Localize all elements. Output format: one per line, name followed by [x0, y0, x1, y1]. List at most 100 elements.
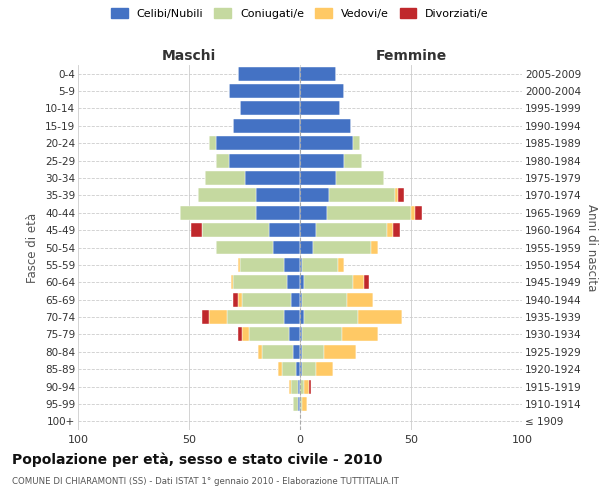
Bar [233, 276, 287, 289]
Bar [326, 206, 411, 220]
Bar [300, 362, 302, 376]
Bar [300, 154, 344, 168]
Bar [202, 310, 209, 324]
Bar [316, 362, 334, 376]
Bar [231, 276, 233, 289]
Text: Popolazione per età, sesso e stato civile - 2010: Popolazione per età, sesso e stato civil… [12, 452, 382, 467]
Bar [300, 119, 351, 133]
Bar [202, 223, 269, 237]
Bar [262, 345, 293, 358]
Bar [313, 240, 371, 254]
Bar [304, 380, 309, 394]
Bar [258, 345, 262, 358]
Bar [205, 171, 245, 185]
Bar [229, 154, 300, 168]
Bar [229, 84, 300, 98]
Bar [411, 206, 415, 220]
Bar [191, 223, 202, 237]
Bar [300, 292, 302, 306]
Bar [386, 223, 393, 237]
Bar [302, 345, 325, 358]
Bar [300, 276, 304, 289]
Bar [353, 276, 364, 289]
Bar [209, 136, 215, 150]
Bar [309, 380, 311, 394]
Bar [342, 328, 378, 342]
Bar [358, 310, 402, 324]
Bar [338, 258, 344, 272]
Bar [300, 258, 302, 272]
Bar [256, 188, 300, 202]
Bar [238, 258, 240, 272]
Bar [398, 188, 404, 202]
Bar [304, 276, 353, 289]
Bar [300, 84, 344, 98]
Bar [300, 380, 304, 394]
Bar [249, 328, 289, 342]
Bar [300, 206, 326, 220]
Bar [364, 276, 369, 289]
Bar [302, 292, 347, 306]
Bar [353, 136, 360, 150]
Bar [300, 188, 329, 202]
Bar [240, 102, 300, 116]
Bar [302, 328, 342, 342]
Bar [233, 119, 300, 133]
Bar [233, 292, 238, 306]
Bar [289, 328, 300, 342]
Bar [238, 328, 242, 342]
Bar [347, 292, 373, 306]
Bar [304, 310, 358, 324]
Bar [215, 240, 274, 254]
Bar [298, 397, 300, 411]
Bar [293, 345, 300, 358]
Bar [269, 223, 300, 237]
Bar [284, 310, 300, 324]
Bar [245, 171, 300, 185]
Bar [329, 188, 395, 202]
Text: Femmine: Femmine [376, 50, 446, 64]
Bar [335, 171, 385, 185]
Bar [344, 154, 362, 168]
Bar [300, 310, 304, 324]
Bar [316, 223, 386, 237]
Y-axis label: Fasce di età: Fasce di età [26, 212, 40, 282]
Bar [300, 345, 302, 358]
Bar [238, 292, 242, 306]
Bar [300, 136, 353, 150]
Bar [256, 206, 300, 220]
Bar [300, 102, 340, 116]
Bar [395, 188, 398, 202]
Bar [278, 362, 282, 376]
Bar [180, 206, 256, 220]
Bar [300, 66, 335, 80]
Bar [298, 380, 300, 394]
Bar [415, 206, 422, 220]
Bar [300, 240, 313, 254]
Bar [240, 258, 284, 272]
Text: Maschi: Maschi [162, 50, 216, 64]
Bar [242, 292, 291, 306]
Bar [215, 154, 229, 168]
Bar [302, 362, 316, 376]
Bar [238, 66, 300, 80]
Bar [215, 136, 300, 150]
Bar [393, 223, 400, 237]
Bar [284, 258, 300, 272]
Bar [242, 328, 249, 342]
Bar [325, 345, 356, 358]
Bar [300, 171, 335, 185]
Bar [282, 362, 296, 376]
Bar [300, 397, 302, 411]
Legend: Celibi/Nubili, Coniugati/e, Vedovi/e, Divorziati/e: Celibi/Nubili, Coniugati/e, Vedovi/e, Di… [111, 8, 489, 19]
Text: COMUNE DI CHIARAMONTI (SS) - Dati ISTAT 1° gennaio 2010 - Elaborazione TUTTITALI: COMUNE DI CHIARAMONTI (SS) - Dati ISTAT … [12, 478, 399, 486]
Bar [300, 223, 316, 237]
Bar [274, 240, 300, 254]
Bar [289, 380, 291, 394]
Bar [198, 188, 256, 202]
Y-axis label: Anni di nascita: Anni di nascita [585, 204, 598, 291]
Bar [293, 397, 298, 411]
Bar [291, 292, 300, 306]
Bar [287, 276, 300, 289]
Bar [227, 310, 284, 324]
